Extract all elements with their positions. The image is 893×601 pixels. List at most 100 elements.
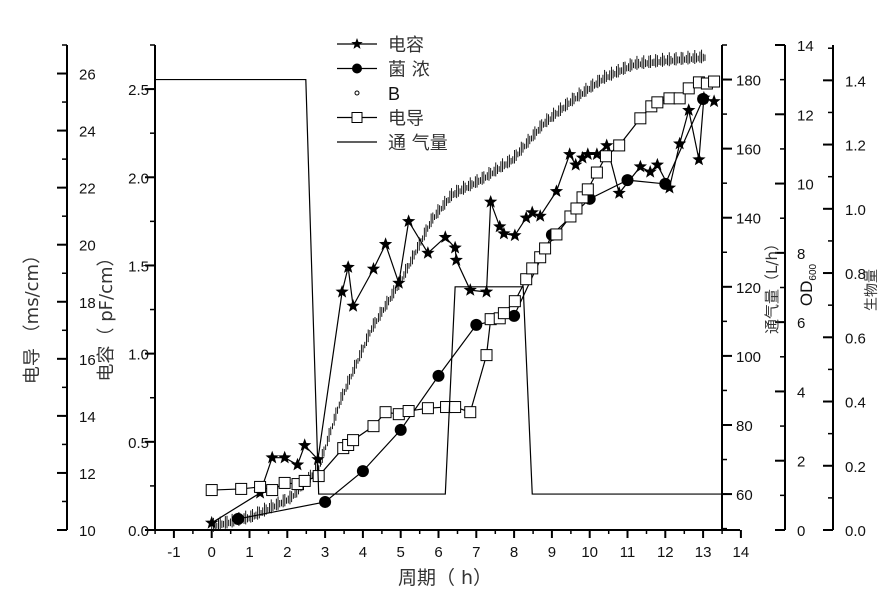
biomass-tick-label: 0.6 <box>845 330 866 347</box>
legend-circle-icon <box>352 63 362 74</box>
conductivity-tick-label: 24 <box>79 124 96 141</box>
star-marker <box>575 150 590 164</box>
square-marker <box>254 480 267 493</box>
x-axis-label: 周期（ h） <box>398 567 492 589</box>
star-marker <box>378 237 393 250</box>
star-marker <box>341 260 355 273</box>
square-marker <box>550 228 563 241</box>
x-tick-label: 12 <box>657 544 674 561</box>
star-marker <box>278 450 292 464</box>
series-1 <box>232 93 710 525</box>
od-axis-label: OD600 <box>797 263 819 306</box>
star-marker <box>590 147 604 160</box>
star-marker <box>346 299 360 312</box>
legend-label: 电导 <box>388 109 424 130</box>
star-marker <box>549 184 564 197</box>
star-marker <box>707 94 721 108</box>
square-marker <box>708 75 721 88</box>
legend-item: 电导 <box>337 109 424 130</box>
legend-dot-icon <box>354 90 360 96</box>
conductivity-tick-label: 22 <box>79 181 96 198</box>
x-tick-label: 1 <box>245 544 253 561</box>
square-marker <box>347 434 360 447</box>
capacitance-tick-label: 0.5 <box>128 435 149 452</box>
od-tick-label: 10 <box>797 177 814 194</box>
series-line <box>211 80 715 491</box>
star-marker <box>600 138 614 152</box>
star-marker <box>612 186 626 199</box>
conductivity-tick-label: 18 <box>79 295 96 312</box>
circle-marker <box>356 465 369 478</box>
circle-marker <box>319 495 332 508</box>
star-marker <box>581 147 595 160</box>
series-line <box>155 78 722 495</box>
conductivity-tick-label: 20 <box>79 238 96 255</box>
x-tick-label: 14 <box>733 544 750 561</box>
biomass-tick-label: 0.8 <box>845 266 866 283</box>
circle-marker <box>659 177 672 190</box>
circle-marker <box>697 93 710 106</box>
x-tick-label: -1 <box>167 544 180 561</box>
star-marker <box>525 205 539 219</box>
x-tick-label: 5 <box>397 544 405 561</box>
legend: 电容菌 浓 B 电导通 气量 <box>337 35 448 154</box>
od-tick-label: 6 <box>797 315 805 332</box>
star-marker <box>633 159 647 173</box>
square-marker <box>682 82 695 95</box>
plot-area <box>155 49 722 532</box>
square-marker <box>266 484 279 497</box>
circle-marker <box>432 369 445 382</box>
od-tick-label: 4 <box>797 384 805 401</box>
x-tick-label: 7 <box>472 544 480 561</box>
square-marker <box>539 242 552 255</box>
x-tick-label: 3 <box>321 544 329 561</box>
star-marker <box>438 230 452 243</box>
axes: -1 0 1 2 3 4 5 6 7 8 9 10 11 12 13 14101214161820222426… <box>57 38 866 561</box>
legend-item: 通 气量 <box>337 133 448 154</box>
x-tick-label: 10 <box>581 544 598 561</box>
od-tick-label: 0 <box>797 523 805 540</box>
biomass-tick-label: 1.0 <box>845 202 866 219</box>
star-marker <box>569 157 583 171</box>
capacitance-tick-label: 1.5 <box>128 258 149 275</box>
star-marker <box>508 228 522 242</box>
star-marker <box>563 147 577 160</box>
square-marker <box>464 406 477 419</box>
legend-star-icon <box>351 38 363 49</box>
conductivity-tick-label: 10 <box>79 523 96 540</box>
star-marker <box>682 103 696 116</box>
star-marker <box>421 246 435 259</box>
square-marker <box>581 183 594 196</box>
star-marker <box>533 209 547 222</box>
capacitance-tick-label: 2.5 <box>128 82 149 99</box>
star-marker <box>402 214 416 227</box>
star-marker <box>479 284 494 298</box>
x-tick-label: 13 <box>695 544 712 561</box>
star-marker <box>484 195 498 208</box>
capacitance-axis-label: 电容（ pF/cm） <box>96 249 117 382</box>
circle-marker <box>470 318 483 331</box>
star-marker <box>335 284 349 298</box>
conductivity-tick-label: 26 <box>79 67 96 84</box>
square-marker <box>367 420 380 433</box>
biomass-axis-label: 生物量 <box>864 269 880 311</box>
square-marker <box>651 96 664 109</box>
square-marker <box>599 150 612 163</box>
biomass-tick-label: 0.2 <box>845 459 866 476</box>
star-marker <box>448 240 462 254</box>
od-label-main: OD <box>797 281 816 307</box>
square-marker <box>508 295 521 308</box>
od-tick-label: 14 <box>797 38 814 55</box>
biomass-tick-label: 1.2 <box>845 138 866 155</box>
series-3 <box>205 75 721 497</box>
x-tick-label: 6 <box>434 544 442 561</box>
biomass-tick-label: 0.0 <box>845 523 866 540</box>
conductivity-tick-label: 12 <box>79 466 96 483</box>
capacitance-tick-label: 1.0 <box>128 347 149 364</box>
airflow-tick-label: 60 <box>736 487 753 504</box>
square-marker <box>298 474 311 487</box>
star-marker <box>463 283 477 296</box>
series-2 <box>211 49 706 532</box>
od-tick-label: 12 <box>797 107 814 124</box>
